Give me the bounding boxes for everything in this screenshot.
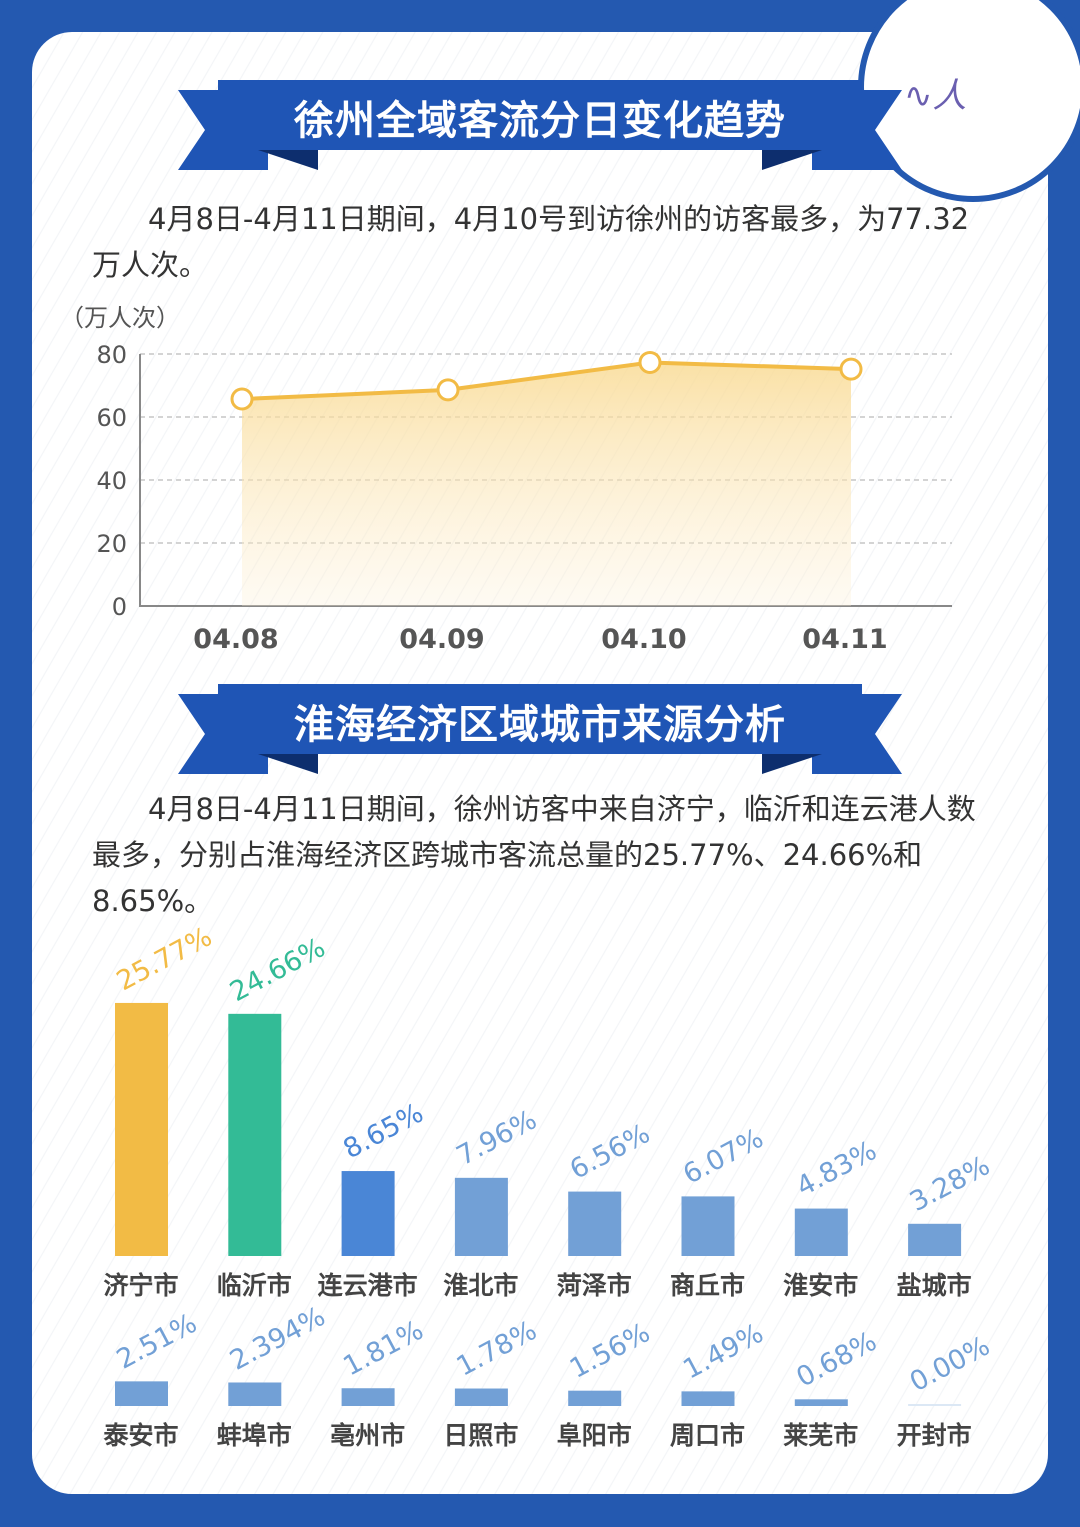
x-tick-label: 菏泽市 [557, 1271, 632, 1300]
data-label: 1.78% [452, 1315, 542, 1383]
data-label: 25.77% [112, 921, 217, 997]
data-point [230, 387, 254, 411]
area-fill [242, 362, 851, 606]
bar [794, 1208, 848, 1256]
data-point [638, 350, 662, 374]
data-label: 2.51% [112, 1308, 202, 1376]
y-tick-label: 80 [96, 341, 127, 369]
section2-text: 4月8日-4月11日期间，徐州访客中来自济宁，临沂和连云港人数最多，分别占淮海经… [92, 792, 976, 918]
x-tick-label: 淮北市 [443, 1271, 518, 1300]
x-tick-label: 日照市 [443, 1421, 518, 1450]
data-label: 6.56% [565, 1118, 655, 1186]
x-tick-label: 商丘市 [670, 1271, 745, 1300]
line-chart: （万人次） 0 20 40 60 80 04.08 04.09 04.10 04.11 [60, 304, 952, 655]
bar [454, 1177, 508, 1256]
bar [341, 1388, 395, 1406]
data-point [839, 357, 863, 381]
x-tick-label: 04.08 [193, 624, 278, 655]
data-label: 2.394% [225, 1301, 330, 1377]
section2-banner: 淮海经济区域城市来源分析 [178, 684, 902, 774]
data-label: 6.07% [678, 1123, 768, 1191]
bar [454, 1388, 508, 1406]
x-tick-label: 亳州市 [330, 1421, 405, 1450]
bar [115, 1002, 168, 1256]
section2-title: 淮海经济区域城市来源分析 [294, 702, 786, 748]
bar [681, 1391, 735, 1406]
data-label: 1.81% [338, 1315, 428, 1383]
y-tick-label: 40 [96, 467, 127, 495]
section1-text: 4月8日-4月11日期间，4月10号到访徐州的访客最多，为77.32万人次。 [92, 202, 970, 282]
bar [908, 1404, 962, 1406]
bar [115, 1381, 168, 1406]
x-tick-label: 04.10 [601, 624, 686, 655]
y-axis-label: （万人次） [60, 304, 180, 332]
x-tick-label: 济宁市 [103, 1271, 178, 1300]
bar [908, 1223, 962, 1256]
bar [568, 1191, 622, 1256]
x-tick-label: 蚌埠市 [217, 1421, 292, 1450]
y-tick-label: 60 [96, 404, 127, 432]
x-tick-label: 周口市 [670, 1421, 745, 1450]
section1-banner: 徐州全域客流分日变化趋势 [178, 80, 902, 170]
data-label: 0.00% [905, 1331, 995, 1399]
bar [228, 1013, 282, 1256]
data-label: 1.56% [565, 1317, 655, 1385]
data-label: 3.28% [905, 1150, 995, 1218]
x-tick-label: 04.11 [802, 624, 887, 655]
data-label: 7.96% [452, 1104, 542, 1172]
bar [794, 1399, 848, 1406]
data-label: 1.49% [678, 1318, 768, 1386]
x-tick-label: 泰安市 [103, 1421, 178, 1450]
section1-title: 徐州全域客流分日变化趋势 [294, 98, 786, 144]
bar [568, 1390, 622, 1406]
logo-mark: ∿人 [904, 76, 967, 116]
x-tick-label: 莱芜市 [783, 1421, 858, 1450]
x-tick-label: 连云港市 [318, 1271, 418, 1300]
data-point [436, 378, 460, 402]
data-label: 0.68% [792, 1326, 882, 1394]
bar [341, 1171, 395, 1256]
bar [228, 1382, 282, 1406]
y-tick-label: 0 [112, 593, 127, 621]
x-tick-label: 开封市 [897, 1421, 972, 1450]
bar [681, 1196, 735, 1256]
x-tick-label: 临沂市 [217, 1271, 292, 1300]
data-label: 24.66% [225, 932, 330, 1008]
data-label: 4.83% [792, 1135, 882, 1203]
x-tick-label: 阜阳市 [557, 1421, 632, 1450]
bar-chart: 25.77% 济宁市 24.66% 临沂市 8.65% 连云港市 7.96% 淮北市 6.56%… [103, 921, 995, 1450]
series-line [241, 360, 852, 402]
x-tick-label: 04.09 [399, 624, 484, 655]
x-tick-label: 淮安市 [783, 1271, 858, 1300]
data-label: 8.65% [338, 1098, 428, 1166]
x-tick-label: 盐城市 [897, 1271, 972, 1300]
y-tick-label: 20 [96, 530, 127, 558]
